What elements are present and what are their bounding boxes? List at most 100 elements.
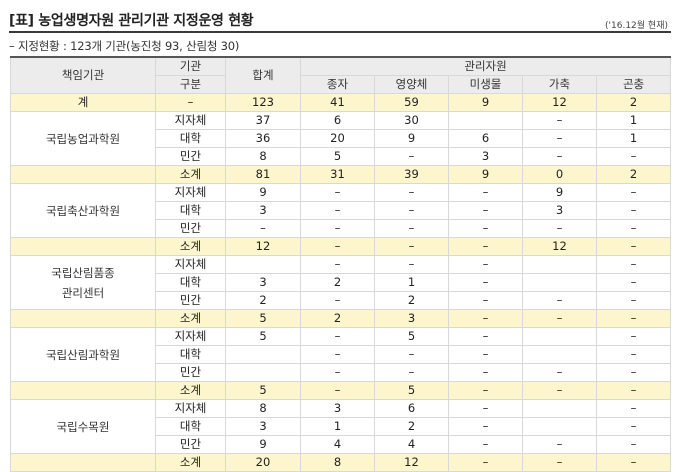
header-row-2: 구분 종자 영양체 미생물 가축 곤충: [11, 75, 672, 94]
type-cell: 지자체: [155, 183, 226, 202]
vegetative-cell: 9: [374, 129, 449, 148]
institution-name: 국립축산과학원: [10, 183, 156, 238]
type-cell: 대학: [155, 201, 226, 220]
institution-name: 국립산림품종 관리센터: [10, 255, 156, 310]
seed-cell: –: [300, 327, 375, 346]
grand-total-livestock: 12: [522, 93, 597, 112]
livestock-cell: –: [522, 111, 597, 130]
microbe-cell: 9: [448, 165, 523, 184]
type-cell: 소계: [155, 165, 226, 184]
insect-cell: –: [595, 291, 672, 310]
subtotal-row: 소계 5 2 3– – –: [10, 309, 672, 328]
livestock-cell: –: [522, 435, 597, 454]
insect-cell: –: [595, 399, 672, 418]
subtotal-blank-cell: [10, 453, 156, 472]
sum-cell: 3: [225, 273, 301, 292]
livestock-cell: [522, 255, 597, 274]
vegetative-cell: 3: [374, 309, 449, 328]
vegetative-cell: 5: [374, 381, 449, 400]
microbe-cell: –: [448, 381, 523, 400]
sum-cell: 5: [225, 309, 301, 328]
livestock-cell: [522, 345, 597, 364]
livestock-cell: 0: [522, 165, 597, 184]
vegetative-cell: 2: [374, 417, 449, 436]
type-cell: 대학: [155, 273, 226, 292]
type-cell: 지자체: [155, 255, 226, 274]
type-cell: 대학: [155, 345, 226, 364]
sum-cell: 9: [225, 183, 301, 202]
livestock-cell: 12: [522, 237, 597, 256]
insect-cell: –: [595, 183, 672, 202]
table-row: 국립산림과학원 지자체 5–5– –: [10, 327, 672, 382]
seed-cell: –: [300, 183, 375, 202]
microbe-cell: [448, 111, 523, 130]
sum-cell: 2: [225, 291, 301, 310]
sum-cell: 5: [225, 327, 301, 346]
date-note: ('16.12월 현재): [605, 21, 668, 31]
table-row: 국립산림품종 관리센터 지자체 – – – –: [10, 255, 672, 310]
seed-cell: –: [300, 255, 375, 274]
header-resource-group: 관리자원: [299, 56, 672, 76]
sum-cell: [225, 363, 301, 382]
microbe-cell: –: [448, 453, 523, 472]
microbe-cell: –: [448, 399, 523, 418]
sum-cell: 8: [225, 399, 301, 418]
microbe-cell: 6: [448, 129, 523, 148]
table-row: 국립수목원 지자체 8 3 6– –: [10, 399, 672, 454]
header-microbe: 미생물: [448, 75, 523, 94]
vegetative-cell: 5: [374, 327, 449, 346]
sum-cell: 81: [225, 165, 301, 184]
subtotal-blank-cell: [10, 381, 156, 400]
type-cell: 지자체: [155, 327, 226, 346]
seed-cell: 2: [300, 273, 375, 292]
seed-cell: 1: [300, 417, 375, 436]
insect-cell: –: [595, 363, 672, 382]
table-row: 대학 3 2 1– –: [11, 273, 672, 292]
insect-cell: 1: [595, 111, 672, 130]
livestock-cell: –: [522, 219, 597, 238]
vegetative-cell: –: [374, 147, 449, 166]
type-cell: 소계: [155, 309, 226, 328]
seed-cell: 4: [300, 435, 375, 454]
livestock-cell: 9: [522, 183, 597, 202]
grand-total-vegetative: 59: [374, 93, 449, 112]
insect-cell: –: [595, 273, 672, 292]
insect-cell: 1: [595, 129, 672, 148]
vegetative-cell: –: [374, 201, 449, 220]
livestock-cell: –: [522, 381, 597, 400]
vegetative-cell: –: [374, 237, 449, 256]
seed-cell: –: [300, 237, 375, 256]
insect-cell: –: [595, 309, 672, 328]
subtotal-blank-cell: [10, 309, 156, 328]
subtitle: – 지정현황 : 123개 기관(농진청 93, 산림청 30): [9, 39, 240, 53]
sum-cell: –: [225, 219, 301, 238]
header-insect: 곤충: [595, 75, 672, 94]
vegetative-cell: 12: [374, 453, 449, 472]
type-cell: 민간: [155, 363, 226, 382]
subtotal-blank-cell: [10, 165, 156, 184]
livestock-cell: [522, 417, 597, 436]
seed-cell: 5: [300, 147, 375, 166]
seed-cell: 6: [300, 111, 375, 130]
type-cell: 소계: [155, 237, 226, 256]
microbe-cell: 3: [448, 147, 523, 166]
insect-cell: –: [595, 327, 672, 346]
sum-cell: 20: [225, 453, 301, 472]
vegetative-cell: 6: [374, 399, 449, 418]
type-cell: 지자체: [155, 399, 226, 418]
sum-cell: [225, 345, 301, 364]
grand-total-type: –: [155, 93, 226, 112]
livestock-cell: –: [522, 309, 597, 328]
microbe-cell: –: [448, 183, 523, 202]
vegetative-cell: –: [374, 183, 449, 202]
livestock-cell: [522, 273, 597, 292]
livestock-cell: –: [522, 291, 597, 310]
document-title: [표] 농업생명자원 관리기관 지정운영 현황: [9, 13, 254, 29]
subtotal-row: 소계 5–5– – –: [10, 381, 672, 400]
insect-cell: –: [595, 201, 672, 220]
header-type-top: 기관: [155, 56, 226, 76]
grand-total-sum: 123: [225, 93, 301, 112]
livestock-cell: 3: [522, 201, 597, 220]
insect-cell: –: [595, 345, 672, 364]
seed-cell: –: [300, 219, 375, 238]
